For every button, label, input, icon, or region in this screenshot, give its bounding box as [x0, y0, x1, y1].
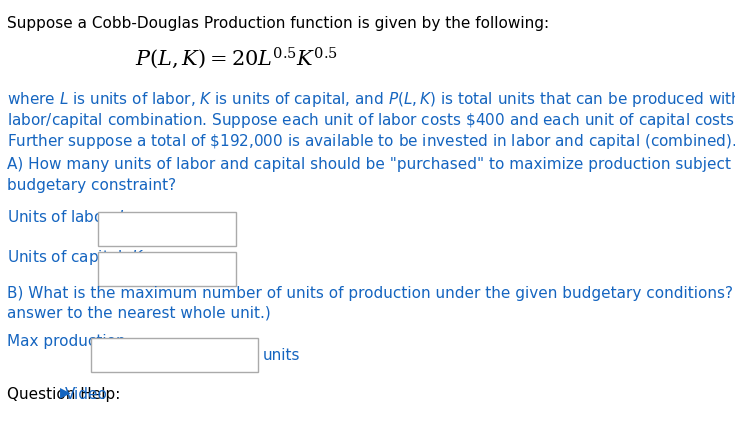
- Text: $\blacktriangleright$: $\blacktriangleright$: [57, 387, 72, 401]
- Text: labor/capital combination. Suppose each unit of labor costs $\$$400 and each uni: labor/capital combination. Suppose each …: [7, 111, 735, 130]
- Text: where $L$ is units of labor, $K$ is units of capital, and $P(L,K)$ is total unit: where $L$ is units of labor, $K$ is unit…: [7, 90, 735, 109]
- Text: answer to the nearest whole unit.): answer to the nearest whole unit.): [7, 306, 271, 321]
- Text: B) What is the maximum number of units of production under the given budgetary c: B) What is the maximum number of units o…: [7, 286, 735, 301]
- FancyBboxPatch shape: [98, 252, 237, 286]
- Text: Further suppose a total of $\$$192,000 is available to be invested in labor and : Further suppose a total of $\$$192,000 i…: [7, 132, 735, 151]
- Text: units: units: [262, 348, 300, 363]
- Text: Max production =: Max production =: [7, 334, 144, 349]
- Text: Units of capital, $K$ =: Units of capital, $K$ =: [7, 248, 159, 267]
- Text: Units of labor, $L$ =: Units of labor, $L$ =: [7, 208, 146, 226]
- Text: budgetary constraint?: budgetary constraint?: [7, 179, 176, 193]
- Text: Video: Video: [65, 387, 107, 402]
- Text: A) How many units of labor and capital should be "purchased" to maximize product: A) How many units of labor and capital s…: [7, 157, 735, 172]
- Text: Suppose a Cobb-Douglas Production function is given by the following:: Suppose a Cobb-Douglas Production functi…: [7, 16, 550, 31]
- FancyBboxPatch shape: [90, 338, 257, 372]
- FancyBboxPatch shape: [98, 212, 237, 245]
- Text: $P(L, K) = 20L^{0.5}K^{0.5}$: $P(L, K) = 20L^{0.5}K^{0.5}$: [135, 46, 338, 71]
- Text: Question Help:: Question Help:: [7, 387, 121, 402]
